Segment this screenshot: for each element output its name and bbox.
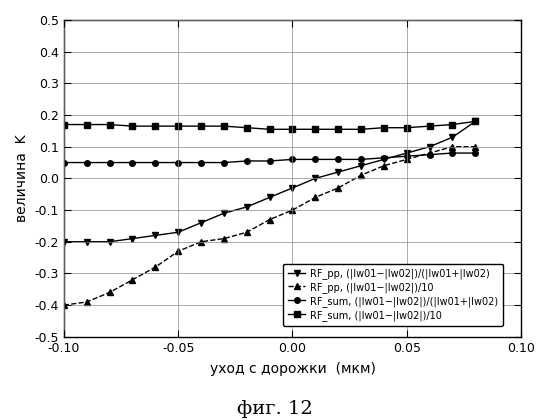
Legend: RF_pp, (|Iw01−|Iw02|)/(|Iw01+|Iw02), RF_pp, (|Iw01−|Iw02|)/10, RF_sum, (|Iw01−|I: RF_pp, (|Iw01−|Iw02|)/(|Iw01+|Iw02), RF_… xyxy=(283,263,503,326)
X-axis label: уход с дорожки  (мкм): уход с дорожки (мкм) xyxy=(210,362,376,375)
Text: фиг. 12: фиг. 12 xyxy=(237,400,313,418)
Y-axis label: величина  K: величина K xyxy=(15,134,29,222)
